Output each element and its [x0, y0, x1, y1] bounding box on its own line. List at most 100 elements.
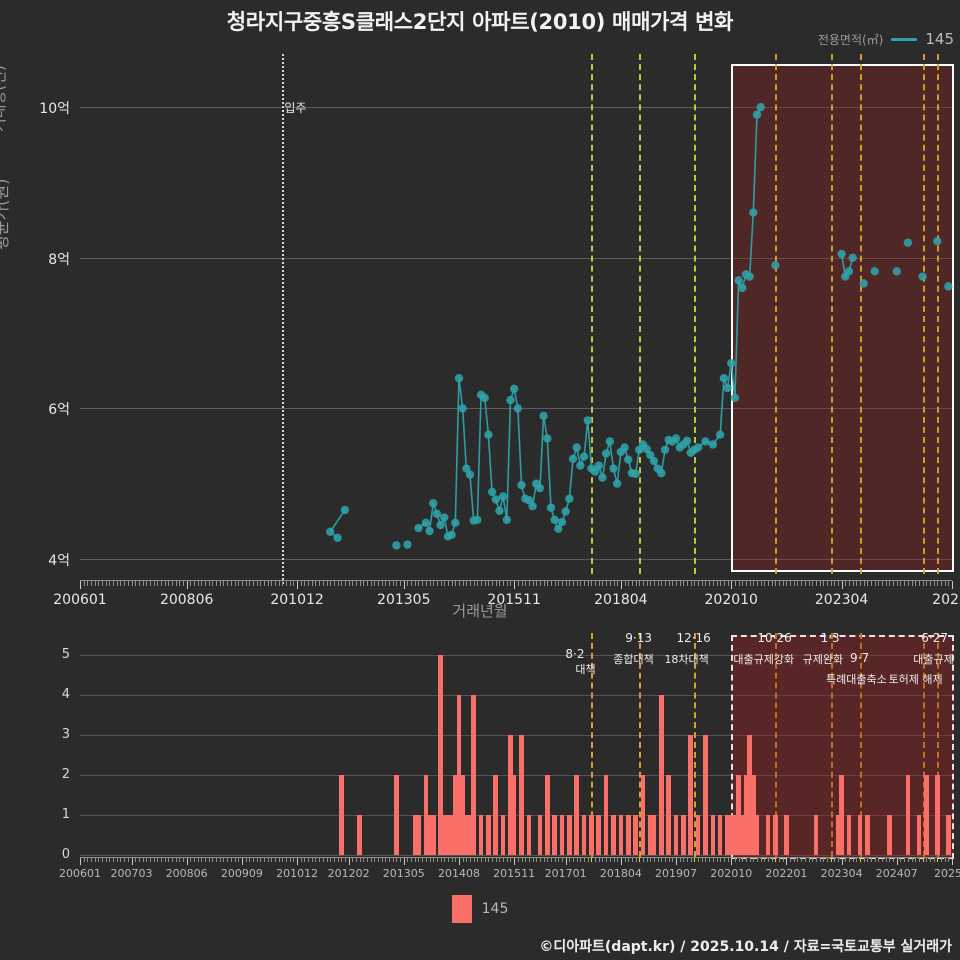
plot-background	[80, 62, 952, 574]
volume-bar	[647, 815, 653, 855]
x-minor-tick	[470, 581, 471, 586]
volume-x-minor-tick	[392, 858, 394, 862]
data-point	[859, 279, 868, 288]
volume-x-minor-tick	[355, 858, 357, 862]
volume-bar	[559, 815, 565, 855]
volume-x-minor-tick	[241, 858, 243, 865]
volume-x-minor-tick	[304, 858, 306, 862]
volume-x-minor-tick	[212, 858, 214, 862]
volume-x-minor-tick	[444, 858, 446, 862]
volume-x-minor-tick	[422, 858, 424, 862]
volume-x-minor-tick	[580, 858, 582, 862]
data-point	[624, 455, 633, 464]
volume-x-minor-tick	[808, 858, 810, 862]
volume-bar	[357, 815, 362, 855]
x-minor-tick	[425, 581, 427, 586]
x-minor-tick	[179, 581, 181, 586]
x-minor-tick	[153, 581, 155, 586]
x-minor-tick	[609, 581, 611, 586]
volume-x-minor-tick	[797, 858, 799, 862]
volume-x-minor-tick	[120, 858, 122, 862]
x-minor-tick	[937, 581, 939, 586]
volume-x-minor-tick	[249, 858, 251, 862]
volume-x-minor-tick	[300, 858, 302, 862]
x-minor-tick	[352, 581, 354, 586]
volume-bar	[934, 775, 940, 855]
volume-x-minor-tick	[98, 858, 100, 862]
x-minor-tick	[503, 581, 505, 586]
volume-x-minor-tick	[642, 858, 644, 862]
volume-x-minor-tick	[690, 858, 692, 862]
x-minor-tick	[197, 581, 199, 586]
volume-x-minor-tick	[506, 858, 508, 862]
x-minor-tick	[679, 581, 681, 586]
gridline	[80, 558, 952, 560]
data-point	[837, 249, 846, 259]
x-minor-tick	[668, 581, 670, 586]
volume-bar	[651, 815, 657, 855]
x-minor-tick	[874, 581, 876, 586]
x-minor-tick	[812, 581, 814, 586]
x-minor-tick	[116, 581, 118, 586]
volume-x-minor-tick	[528, 858, 530, 862]
volume-x-minor-tick	[550, 858, 552, 862]
volume-x-minor-tick	[653, 858, 655, 862]
policy-line-12·16	[694, 54, 697, 574]
x-minor-tick	[823, 581, 825, 586]
data-point	[590, 467, 600, 476]
occupancy-label: 입주	[284, 101, 307, 116]
data-point	[513, 404, 523, 413]
volume-x-minor-tick	[138, 858, 140, 862]
volume-bar	[725, 815, 730, 855]
volume-x-minor-tick	[779, 858, 781, 862]
volume-x-minor-tick	[716, 858, 718, 862]
data-point	[535, 483, 545, 493]
y-tick-label: 8억	[48, 251, 70, 268]
volume-x-minor-tick	[83, 858, 85, 862]
volume-bar	[537, 815, 543, 855]
x-minor-tick	[238, 581, 240, 586]
x-minor-tick	[900, 581, 902, 586]
volume-x-minor-tick	[473, 858, 475, 862]
volume-x-minor-tick	[863, 858, 865, 862]
volume-x-minor-tick	[135, 858, 137, 862]
data-point	[671, 434, 681, 443]
volume-x-minor-tick	[536, 858, 538, 862]
x-minor-tick	[749, 581, 751, 586]
volume-x-minor-tick	[561, 858, 563, 862]
policy-line-1·3	[830, 54, 833, 574]
data-point	[749, 208, 758, 217]
volume-bar	[574, 775, 579, 855]
data-point	[605, 437, 615, 446]
volume-x-minor-tick	[263, 858, 265, 862]
volume-x-minor-tick	[595, 858, 597, 862]
data-point	[429, 499, 438, 508]
y-axis-label: 평균가(원)	[0, 178, 11, 250]
volume-x-minor-tick	[385, 858, 387, 862]
data-point	[524, 496, 534, 505]
volume-x-minor-tick	[830, 858, 832, 862]
volume-x-tick-label: 202407	[875, 867, 918, 880]
x-minor-tick	[83, 581, 85, 586]
data-point	[561, 507, 570, 516]
volume-x-minor-tick	[447, 858, 449, 862]
x-minor-tick	[411, 581, 413, 586]
volume-x-minor-tick	[554, 858, 556, 862]
volume-x-minor-tick	[470, 858, 471, 862]
x-minor-tick	[124, 581, 126, 586]
volume-bar	[526, 815, 532, 855]
x-minor-tick	[127, 581, 129, 586]
x-minor-tick	[216, 581, 218, 586]
x-minor-tick	[944, 581, 946, 586]
volume-x-minor-tick	[517, 858, 519, 862]
x-minor-tick	[742, 581, 744, 586]
volume-x-tick-label: 201012	[276, 867, 319, 880]
volume-x-minor-tick	[146, 858, 148, 862]
volume-x-tick-label: 201511	[493, 867, 536, 880]
x-minor-tick	[466, 581, 468, 586]
volume-x-minor-tick	[650, 858, 652, 862]
x-minor-tick	[341, 581, 343, 586]
x-minor-tick	[642, 581, 644, 586]
x-minor-tick	[639, 581, 641, 586]
x-minor-tick	[149, 581, 151, 586]
